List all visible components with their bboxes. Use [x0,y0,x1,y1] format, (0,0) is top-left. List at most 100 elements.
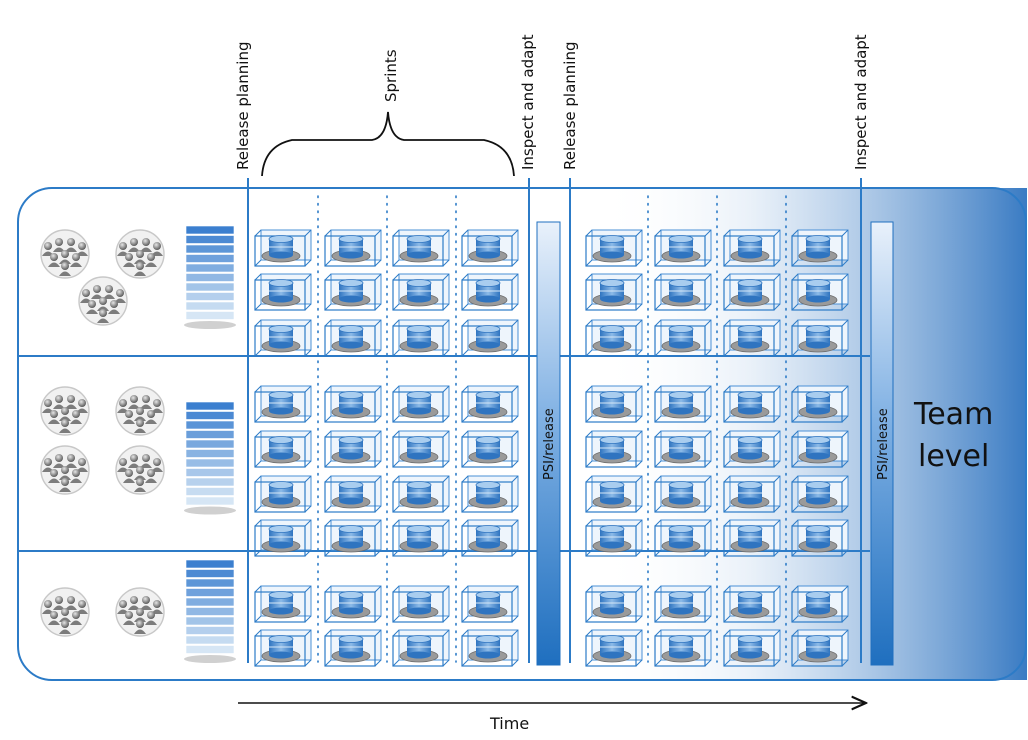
story-cube [791,229,849,267]
story-cube [585,385,643,423]
story-cube [791,319,849,357]
story-cube [392,319,450,357]
psi-release-label-2: PSI/release [876,408,891,480]
story-cube [324,519,382,557]
team-level-label-line2: level [918,439,989,474]
story-cube [585,519,643,557]
story-cube [791,273,849,311]
story-cube [723,430,781,468]
team-backlog-stack [184,401,236,515]
story-cube [461,629,519,667]
release-planning-label-1: Release planning [234,42,252,170]
story-cube [723,273,781,311]
story-cube [324,385,382,423]
story-cube [254,475,312,513]
story-cube [585,475,643,513]
story-cube [654,430,712,468]
agile-team-icon [40,229,90,279]
story-cube [392,273,450,311]
psi-release-bar-1: PSI/release [536,221,561,666]
story-cube [392,585,450,623]
story-cube [654,273,712,311]
story-cube [461,585,519,623]
story-cube [723,519,781,557]
story-cube [654,229,712,267]
story-cube [392,629,450,667]
story-cube [723,319,781,357]
psi-release-bar-2: PSI/release [870,221,894,666]
story-cube [254,629,312,667]
inspect-adapt-label-2: Inspect and adapt [852,34,870,170]
agile-team-icon [78,276,128,326]
story-cube [585,430,643,468]
story-cube [585,319,643,357]
story-cube [654,585,712,623]
story-cube [461,430,519,468]
story-cube [585,629,643,667]
agile-team-icon [40,445,90,495]
release-planning-label-2: Release planning [561,42,579,170]
sprint-separators [317,195,787,663]
story-cube [723,475,781,513]
story-cube [324,430,382,468]
story-cube [791,430,849,468]
story-cube [461,519,519,557]
team-level-label-line1: Team [913,397,993,432]
story-cube [254,385,312,423]
story-cube [461,385,519,423]
story-cube [324,273,382,311]
story-cube [723,229,781,267]
agile-team-icon [115,587,165,637]
agile-team-icon [40,386,90,436]
agile-team-icon [115,229,165,279]
story-cube [254,273,312,311]
story-cube [254,430,312,468]
story-cube [654,385,712,423]
psi-release-label-1: PSI/release [542,408,557,480]
story-cube [461,229,519,267]
story-cube [791,475,849,513]
backlog-boards [184,225,236,663]
story-cube [654,629,712,667]
story-cube [654,475,712,513]
story-cube [585,273,643,311]
story-cube [392,519,450,557]
story-cube [324,319,382,357]
agile-team-icon [115,386,165,436]
story-cube [461,475,519,513]
story-cube [254,519,312,557]
story-cube [791,585,849,623]
sprints-brace [261,111,515,177]
story-cube [723,629,781,667]
story-cube [723,585,781,623]
teams [40,229,165,637]
story-cube [392,229,450,267]
story-grid [254,229,849,667]
agile-team-icon [115,445,165,495]
story-cube [324,585,382,623]
team-backlog-stack [184,225,236,329]
story-cube [461,273,519,311]
story-cube [654,319,712,357]
story-cube [585,229,643,267]
inspect-adapt-label-1: Inspect and adapt [519,34,537,170]
team-level-frame [17,187,1027,681]
story-cube [254,229,312,267]
sprints-label: Sprints [382,49,400,102]
story-cube [585,585,643,623]
team-backlog-stack [184,559,236,663]
story-cube [791,519,849,557]
story-cube [461,319,519,357]
time-label: Time [489,714,529,733]
story-cube [654,519,712,557]
story-cube [392,475,450,513]
story-cube [254,585,312,623]
story-cube [324,475,382,513]
agile-team-icon [40,587,90,637]
story-cube [791,629,849,667]
story-cube [324,629,382,667]
story-cube [392,385,450,423]
story-cube [254,319,312,357]
story-cube [723,385,781,423]
